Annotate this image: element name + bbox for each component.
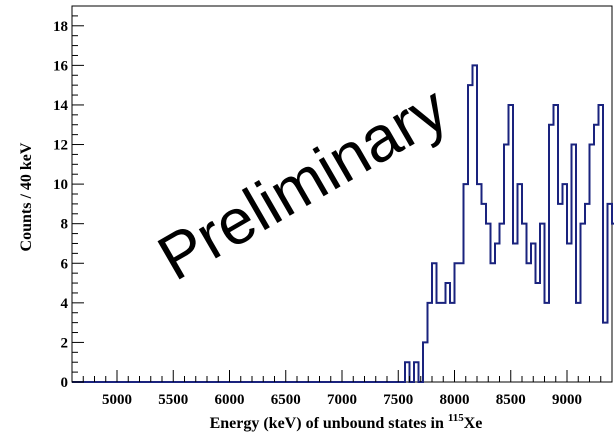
x-tick-label: 5000 <box>102 392 132 408</box>
preliminary-watermark: Preliminary <box>146 72 459 294</box>
x-tick-label: 9000 <box>552 392 582 408</box>
y-tick-label: 4 <box>61 296 69 312</box>
y-tick-label: 0 <box>61 375 69 391</box>
y-axis-ticks: 0 2 4 6 8 10 12 14 16 18 <box>53 5 84 391</box>
y-tick-label: 6 <box>61 256 69 272</box>
x-axis-ticks: 5000 5500 6000 6500 7000 7500 8000 8500 9000 <box>71 370 613 408</box>
histogram-series <box>72 64 614 383</box>
x-axis-title: Energy (keV) of unbound states in 115Xe <box>210 412 483 432</box>
y-tick-label: 8 <box>61 217 69 233</box>
x-tick-label: 6500 <box>271 392 301 408</box>
x-tick-label: 7000 <box>327 392 357 408</box>
x-tick-label: 8000 <box>440 392 470 408</box>
y-tick-label: 10 <box>53 177 68 193</box>
y-axis-title: Counts / 40 keV <box>18 142 35 251</box>
y-tick-label: 2 <box>61 335 69 351</box>
x-tick-label: 8500 <box>496 392 526 408</box>
y-tick-label: 18 <box>53 19 68 35</box>
y-tick-label: 14 <box>53 98 69 114</box>
x-tick-label: 6000 <box>215 392 245 408</box>
y-tick-label: 16 <box>53 58 69 74</box>
histogram-line <box>72 64 614 383</box>
x-tick-label: 7500 <box>383 392 413 408</box>
y-tick-label: 12 <box>53 138 68 154</box>
x-tick-label: 5500 <box>158 392 188 408</box>
